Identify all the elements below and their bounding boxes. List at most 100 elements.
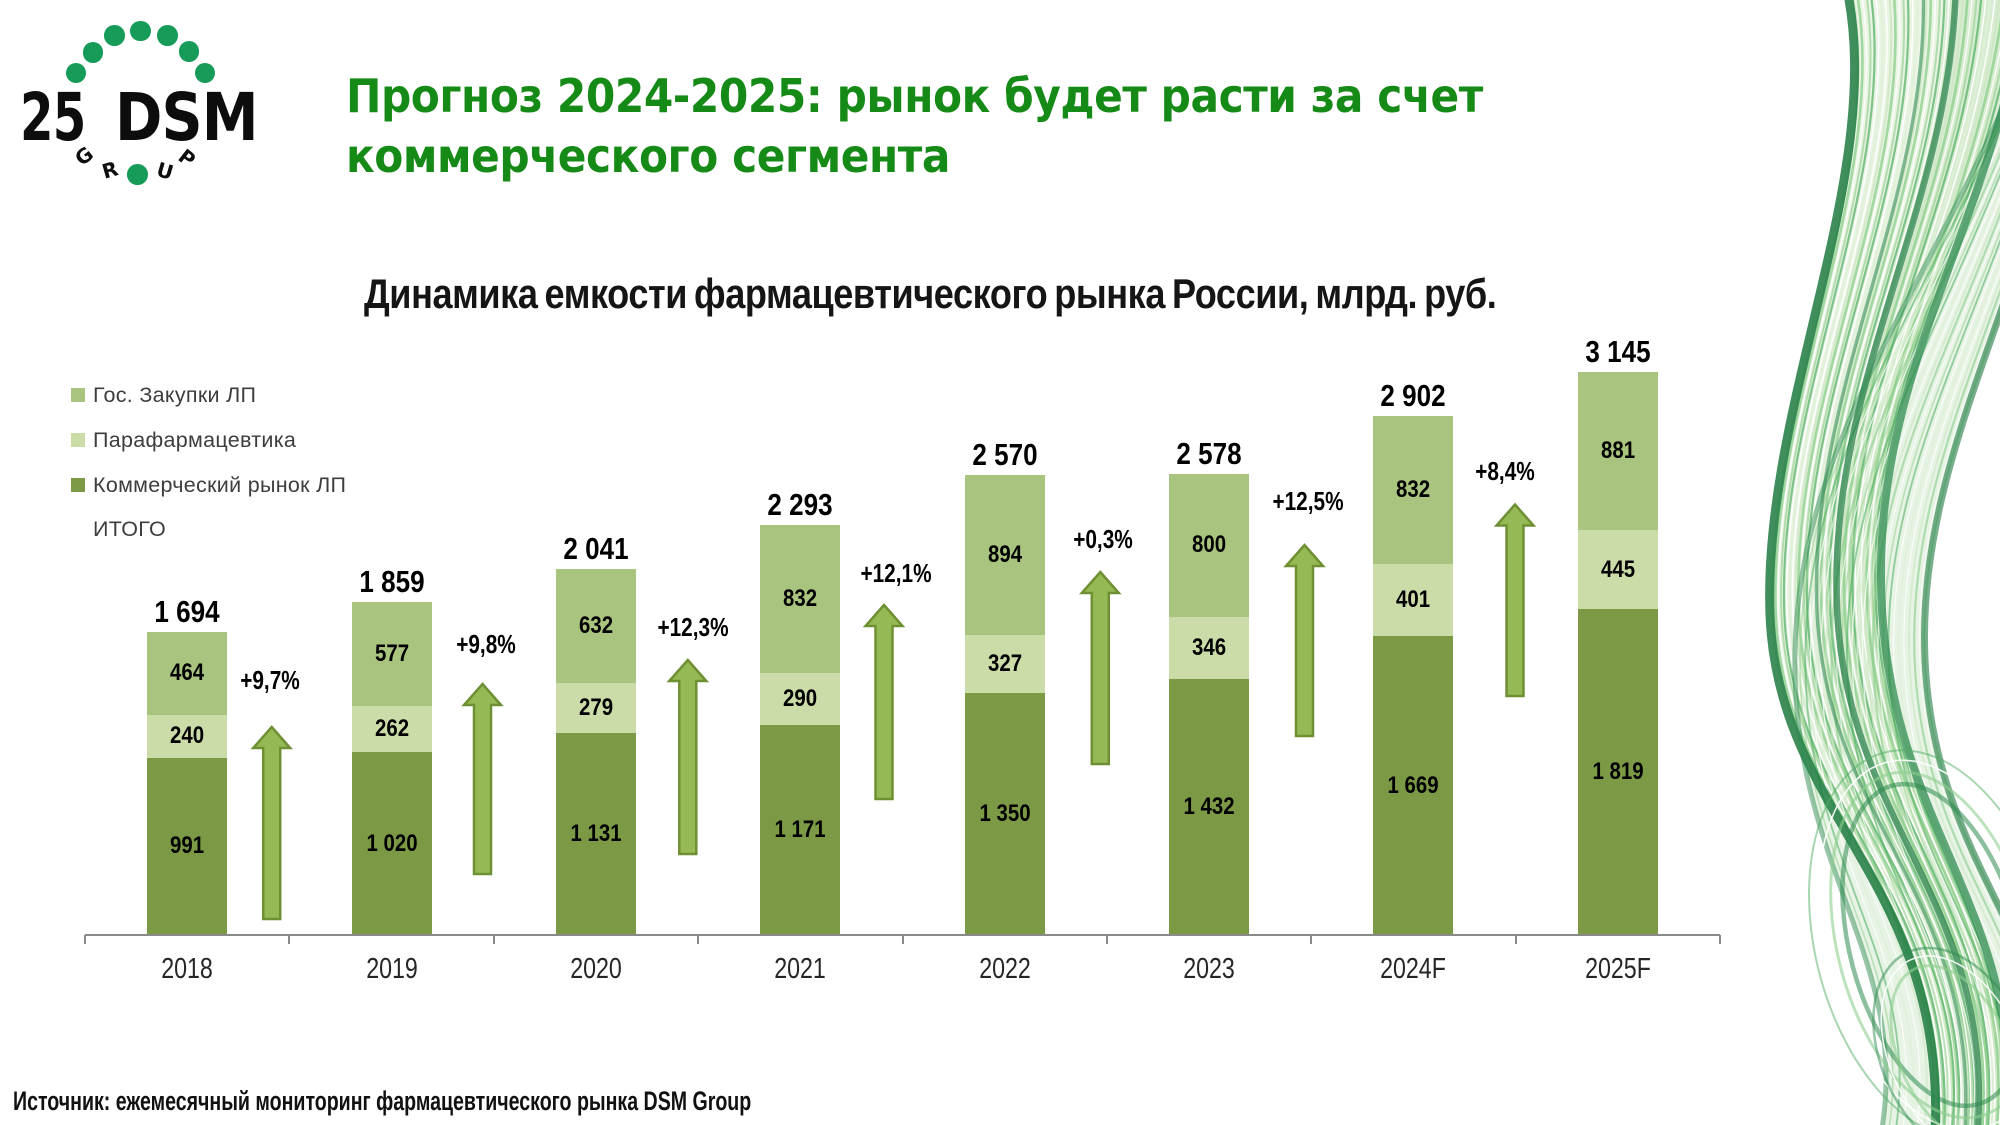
bar-segment-commercial-2021: 1 171 — [760, 725, 841, 935]
decor-accent-a-3 — [1877, 103, 2000, 1028]
axis-category-2022: 2022 — [978, 953, 1031, 985]
legend-label-2: Коммерческий рынок ЛП — [93, 472, 347, 497]
logo-arc-dot-0 — [65, 62, 87, 84]
decor-accent-a-2 — [1833, 0, 1983, 1125]
decor-curve-b-24 — [1918, 300, 2000, 923]
axis-category-2018: 2018 — [161, 953, 213, 985]
decor-curve-a-32 — [1860, 0, 1996, 1125]
decor-curve-b-4 — [1814, 133, 2000, 1125]
bar-segment-parapharma-2018: 240 — [147, 714, 228, 758]
bar-total-2025F: 3 145 — [1585, 334, 1651, 370]
bar-value-state-2020: 632 — [578, 612, 613, 640]
bar-value-parapharma-2023: 346 — [1192, 633, 1227, 661]
decor-loop-2 — [1818, 759, 2000, 1125]
bar-value-commercial-2020: 1 131 — [570, 819, 622, 847]
legend-item-2: Коммерческий рынок ЛП — [71, 473, 346, 497]
legend-label-3: ИТОГО — [93, 516, 167, 541]
decor-loop-1 — [1829, 770, 2000, 1120]
bar-total-2019: 1 859 — [358, 564, 425, 600]
growth-label-0: +9,7% — [240, 664, 300, 695]
bar-segment-commercial-2023: 1 432 — [1169, 678, 1250, 935]
bar-total-2020: 2 041 — [563, 531, 629, 567]
growth-label-4: +0,3% — [1073, 523, 1133, 554]
logo-group-o-dot — [127, 164, 148, 185]
decor-curve-a-7 — [1788, 0, 1950, 1125]
bar-segment-state-2025F: 881 — [1577, 372, 1658, 530]
growth-arrow-6 — [1493, 502, 1537, 698]
bar-value-state-2024F: 832 — [1396, 475, 1431, 503]
decor-accent-b-0 — [1792, 107, 2000, 1125]
growth-label-3: +12,1% — [860, 557, 932, 588]
decor-curve-b-1 — [1799, 116, 2000, 1125]
bar-segment-parapharma-2022: 327 — [964, 634, 1045, 694]
bar-segment-parapharma-2023: 346 — [1169, 616, 1250, 679]
logo-brand: DSM — [115, 79, 259, 156]
logo-arc-dot-4 — [157, 25, 178, 46]
growth-label-1: +9,8% — [456, 628, 516, 659]
growth-label-2: +12,3% — [657, 611, 729, 642]
bar-value-commercial-2023: 1 432 — [1183, 792, 1235, 820]
logo-arc-dot-1 — [82, 42, 104, 63]
decor-curve-b-11 — [1851, 180, 2000, 1125]
decor-curve-a-12 — [1802, 0, 1959, 1125]
x-axis-tick-2 — [492, 935, 495, 944]
axis-category-2020: 2020 — [570, 953, 622, 985]
growth-arrow-2 — [666, 658, 710, 856]
bar-value-commercial-2024F: 1 669 — [1387, 771, 1439, 799]
bar-total-2024F: 2 902 — [1380, 377, 1447, 413]
decor-curve-a-5 — [1782, 0, 1946, 1125]
growth-arrow-4 — [1079, 570, 1122, 766]
bar-segment-parapharma-2019: 262 — [351, 705, 432, 753]
legend-swatch-2 — [71, 478, 85, 492]
bar-segment-commercial-2025F: 1 819 — [1577, 609, 1658, 935]
bar-value-parapharma-2021: 290 — [783, 685, 818, 713]
decor-loop-small-0 — [1889, 964, 2000, 1125]
bar-total-2022: 2 570 — [972, 436, 1038, 472]
logo-arc-dot-6 — [194, 62, 216, 84]
decor-loop-small-1 — [1880, 955, 2000, 1125]
bar-value-state-2023: 800 — [1192, 531, 1227, 559]
growth-arrow-1 — [461, 682, 504, 876]
decor-curve-b-15 — [1871, 211, 2000, 1125]
page-title-line1: Прогноз 2024-2025: рынок будет расти за … — [346, 69, 1483, 123]
source-note: Источник: ежемесячный мониторинг фармаце… — [13, 1086, 752, 1116]
x-axis-tick-7 — [1514, 935, 1517, 944]
legend-item-1: Парафармацевтика — [71, 428, 296, 452]
axis-category-2023: 2023 — [1183, 953, 1235, 985]
x-axis-tick-4 — [901, 935, 904, 944]
bar-value-state-2022: 894 — [987, 540, 1022, 568]
decor-accent-a-0 — [1765, 0, 1941, 1125]
legend-item-3: ИТОГО — [71, 517, 166, 541]
x-axis-tick-1 — [288, 935, 291, 944]
bar-value-commercial-2021: 1 171 — [774, 816, 826, 844]
bar-value-parapharma-2018: 240 — [170, 722, 205, 750]
bar-segment-parapharma-2021: 290 — [760, 673, 841, 726]
bar-total-2021: 2 293 — [767, 486, 833, 522]
bar-value-state-2018: 464 — [170, 659, 205, 687]
axis-category-2024F: 2024F — [1380, 953, 1447, 985]
page-title-line2: коммерческого сегмента — [346, 129, 950, 183]
decor-loop-small-2 — [1872, 946, 2000, 1125]
growth-arrow-0 — [250, 725, 293, 921]
bar-segment-state-2023: 800 — [1169, 473, 1250, 617]
decor-curve-b-22 — [1908, 278, 2000, 951]
decor-loop-0 — [1840, 781, 2000, 1109]
logo-arc-dot-2 — [104, 25, 125, 46]
decor-curve-b-21 — [1903, 268, 2000, 965]
bar-segment-parapharma-2020: 279 — [555, 682, 636, 733]
bar-value-commercial-2019: 1 020 — [366, 829, 418, 857]
bar-segment-commercial-2024F: 1 669 — [1373, 636, 1454, 935]
growth-arrow-3 — [862, 603, 906, 801]
growth-arrow-5 — [1283, 543, 1326, 738]
bar-segment-commercial-2018: 991 — [147, 757, 228, 935]
bar-segment-state-2020: 632 — [555, 569, 636, 683]
x-axis-tick-5 — [1105, 935, 1108, 944]
bar-segment-state-2022: 894 — [964, 474, 1045, 635]
growth-label-5: +12,5% — [1272, 485, 1344, 516]
bar-value-commercial-2018: 991 — [170, 832, 205, 860]
legend-label-1: Парафармацевтика — [93, 427, 297, 452]
page-title: Прогноз 2024-2025: рынок будет расти за … — [346, 66, 1662, 186]
bar-value-state-2021: 832 — [783, 585, 818, 612]
bar-segment-commercial-2019: 1 020 — [351, 752, 432, 935]
